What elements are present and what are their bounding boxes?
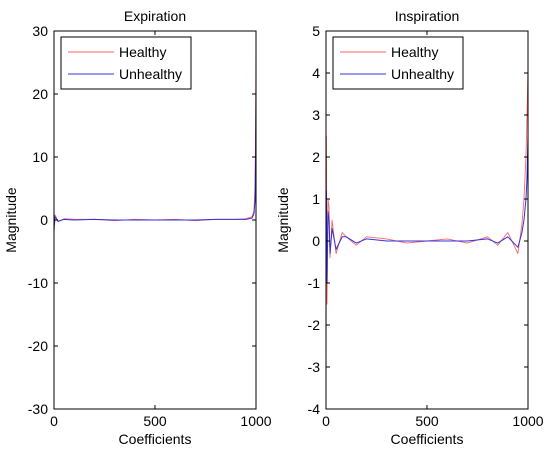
y-tick-label: 5 <box>312 23 320 39</box>
y-tick-label: 2 <box>312 149 320 165</box>
legend-box <box>332 36 464 90</box>
x-tick-label: 0 <box>322 413 330 429</box>
legend: Healthy Unhealthy <box>60 36 192 90</box>
y-tick-label: 1 <box>312 191 320 207</box>
series-line-unhealthy <box>326 135 528 284</box>
series-line-unhealthy <box>54 93 256 226</box>
chart-title: Expiration <box>124 8 186 24</box>
series-line-healthy <box>326 68 528 401</box>
x-tick-label: 500 <box>143 413 167 429</box>
legend-box <box>60 36 192 90</box>
y-tick-label: -2 <box>308 317 321 333</box>
y-tick-label: -10 <box>28 275 48 291</box>
y-tick-label: 20 <box>32 86 48 102</box>
x-tick-label: 0 <box>50 413 58 429</box>
chart-title: Inspiration <box>395 8 460 24</box>
y-tick-label: 3 <box>312 107 320 123</box>
x-tick-label: 1000 <box>240 413 271 429</box>
y-tick-label: 4 <box>312 65 320 81</box>
y-axis-label: Magnitude <box>3 187 19 253</box>
chart-expiration: 0 500 1000 30 20 10 0 -10 -20 -30 Expiration Coeffi… <box>3 8 272 447</box>
y-tick-label: 30 <box>32 23 48 39</box>
y-tick-label: 0 <box>312 233 320 249</box>
legend: Healthy Unhealthy <box>332 36 464 90</box>
legend-label-unhealthy: Unhealthy <box>391 66 454 82</box>
x-tick-label: 1000 <box>512 413 543 429</box>
y-tick-label: -20 <box>28 338 48 354</box>
y-tick-label: -4 <box>308 401 321 417</box>
legend-label-healthy: Healthy <box>391 44 438 60</box>
x-tick-label: 500 <box>415 413 439 429</box>
legend-label-unhealthy: Unhealthy <box>119 66 182 82</box>
chart-inspiration: 0 500 1000 5 4 3 2 1 0 -1 -2 -3 -4 Inspiration Coeffic… <box>275 8 544 447</box>
y-tick-label: 0 <box>40 212 48 228</box>
y-tick-label: -3 <box>308 359 321 375</box>
x-axis-label: Coefficients <box>391 431 464 447</box>
legend-label-healthy: Healthy <box>119 44 166 60</box>
y-tick-label: -30 <box>28 401 48 417</box>
y-tick-label: -1 <box>308 275 321 291</box>
y-axis-label: Magnitude <box>275 187 291 253</box>
x-axis-label: Coefficients <box>119 431 192 447</box>
y-tick-label: 10 <box>32 149 48 165</box>
